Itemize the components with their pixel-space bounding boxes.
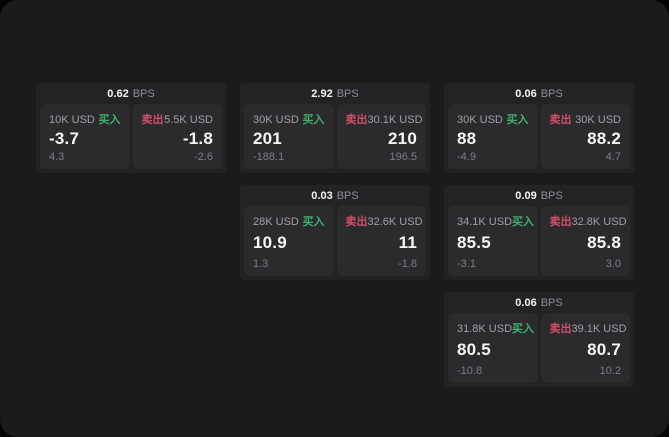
buy-price: 85.5	[457, 233, 491, 253]
sell-side-label: 卖出	[549, 323, 572, 335]
buy-delta: 4.3	[49, 151, 65, 163]
sell-size: 30K USD	[575, 114, 621, 126]
buy-side-label: 买入	[512, 216, 535, 228]
quote-cells: 10K USD 买入 -3.7 4.3 卖出 5.5K USD -1.8 -2.…	[36, 104, 226, 173]
sell-delta: -2.6	[194, 151, 213, 163]
quote-cells: 28K USD 买入 10.9 1.3 卖出 32.6K USD 11 -1.8	[240, 206, 430, 280]
quote-cells: 30K USD 买入 201 -188.1 卖出 30.1K USD 210 1…	[240, 104, 430, 173]
buy-delta: -188.1	[253, 151, 285, 163]
spread-header: 2.92 BPS	[240, 83, 430, 104]
spread-unit: BPS	[540, 87, 563, 100]
buy-quote-button[interactable]: 30K USD 买入 201 -188.1	[244, 104, 334, 169]
spread-value: 2.92	[311, 87, 333, 100]
sell-quote-button[interactable]: 卖出 32.8K USD 85.8 3.0	[540, 206, 630, 276]
sell-size: 32.6K USD	[367, 216, 423, 228]
sell-quote-button[interactable]: 卖出 30K USD 88.2 4.7	[540, 104, 630, 169]
quote-cards-grid: 0.62 BPS 10K USD 买入 -3.7 4.3 卖出 5.5K USD	[36, 83, 634, 387]
buy-quote-button[interactable]: 34.1K USD 买入 85.5 -3.1	[448, 206, 538, 276]
spread-unit: BPS	[336, 87, 359, 100]
spread-value: 0.06	[515, 87, 537, 100]
buy-side-label: 买入	[98, 114, 121, 126]
buy-size: 28K USD	[253, 216, 299, 228]
sell-price: 11	[398, 233, 417, 253]
spread-header: 0.06 BPS	[444, 83, 634, 104]
buy-quote-button[interactable]: 28K USD 买入 10.9 1.3	[244, 206, 334, 276]
quote-card-1: 0.62 BPS 10K USD 买入 -3.7 4.3 卖出 5.5K USD	[36, 83, 226, 173]
buy-size: 30K USD	[253, 114, 299, 126]
sell-price: -1.8	[182, 128, 213, 148]
buy-side-label: 买入	[302, 114, 325, 126]
sell-delta: 3.0	[605, 258, 621, 270]
buy-price: -3.7	[49, 128, 80, 148]
buy-quote-button[interactable]: 30K USD 买入 88 -4.9	[448, 104, 538, 169]
sell-size: 5.5K USD	[164, 114, 213, 126]
quote-card-4: 0.03 BPS 28K USD 买入 10.9 1.3 卖出 32.6K US…	[240, 185, 430, 280]
spread-unit: BPS	[540, 296, 563, 309]
buy-side-label: 买入	[512, 323, 535, 335]
sell-quote-button[interactable]: 卖出 39.1K USD 80.7 10.2	[540, 313, 630, 383]
buy-quote-button[interactable]: 31.8K USD 买入 80.5 -10.8	[448, 313, 538, 383]
quote-card-6: 0.06 BPS 31.8K USD 买入 80.5 -10.8 卖出 39.1…	[444, 292, 634, 387]
buy-price: 88	[457, 128, 477, 148]
spread-value: 0.03	[311, 189, 333, 202]
buy-quote-button[interactable]: 10K USD 买入 -3.7 4.3	[40, 104, 130, 169]
spread-value: 0.62	[107, 87, 129, 100]
spread-value: 0.06	[515, 296, 537, 309]
buy-size: 30K USD	[457, 114, 503, 126]
spread-unit: BPS	[336, 189, 359, 202]
sell-size: 39.1K USD	[571, 323, 627, 335]
sell-side-label: 卖出	[141, 114, 164, 126]
buy-price: 80.5	[457, 340, 491, 360]
sell-size: 30.1K USD	[367, 114, 423, 126]
sell-delta: 196.5	[389, 151, 417, 163]
buy-price: 201	[253, 128, 282, 148]
sell-quote-button[interactable]: 卖出 5.5K USD -1.8 -2.6	[132, 104, 222, 169]
spread-header: 0.03 BPS	[240, 185, 430, 206]
sell-delta: 10.2	[599, 365, 621, 377]
buy-size: 10K USD	[49, 114, 95, 126]
quote-cells: 34.1K USD 买入 85.5 -3.1 卖出 32.8K USD 85.8…	[444, 206, 634, 280]
buy-side-label: 买入	[506, 114, 529, 126]
sell-side-label: 卖出	[549, 114, 572, 126]
sell-side-label: 卖出	[345, 216, 368, 228]
buy-delta: -4.9	[457, 151, 476, 163]
quote-cells: 31.8K USD 买入 80.5 -10.8 卖出 39.1K USD 80.…	[444, 313, 634, 387]
quote-card-2: 2.92 BPS 30K USD 买入 201 -188.1 卖出 30.1K …	[240, 83, 430, 173]
quote-cells: 30K USD 买入 88 -4.9 卖出 30K USD 88.2 4.7	[444, 104, 634, 173]
buy-delta: -3.1	[457, 258, 476, 270]
sell-quote-button[interactable]: 卖出 32.6K USD 11 -1.8	[336, 206, 426, 276]
buy-price: 10.9	[253, 233, 287, 253]
buy-delta: -10.8	[457, 365, 483, 377]
spread-header: 0.62 BPS	[36, 83, 226, 104]
sell-side-label: 卖出	[345, 114, 368, 126]
spread-header: 0.09 BPS	[444, 185, 634, 206]
spread-header: 0.06 BPS	[444, 292, 634, 313]
spread-unit: BPS	[540, 189, 563, 202]
buy-side-label: 买入	[302, 216, 325, 228]
sell-delta: 4.7	[605, 151, 621, 163]
buy-size: 34.1K USD	[457, 216, 513, 228]
spread-unit: BPS	[132, 87, 155, 100]
sell-price: 88.2	[587, 128, 621, 148]
buy-delta: 1.3	[253, 258, 269, 270]
quote-card-5: 0.09 BPS 34.1K USD 买入 85.5 -3.1 卖出 32.8K…	[444, 185, 634, 280]
sell-side-label: 卖出	[549, 216, 572, 228]
sell-price: 85.8	[587, 233, 621, 253]
sell-size: 32.8K USD	[571, 216, 627, 228]
buy-size: 31.8K USD	[457, 323, 513, 335]
sell-price: 210	[388, 128, 417, 148]
quote-card-3: 0.06 BPS 30K USD 买入 88 -4.9 卖出 30K USD	[444, 83, 634, 173]
sell-delta: -1.8	[398, 258, 417, 270]
sell-price: 80.7	[587, 340, 621, 360]
sell-quote-button[interactable]: 卖出 30.1K USD 210 196.5	[336, 104, 426, 169]
spread-value: 0.09	[515, 189, 537, 202]
